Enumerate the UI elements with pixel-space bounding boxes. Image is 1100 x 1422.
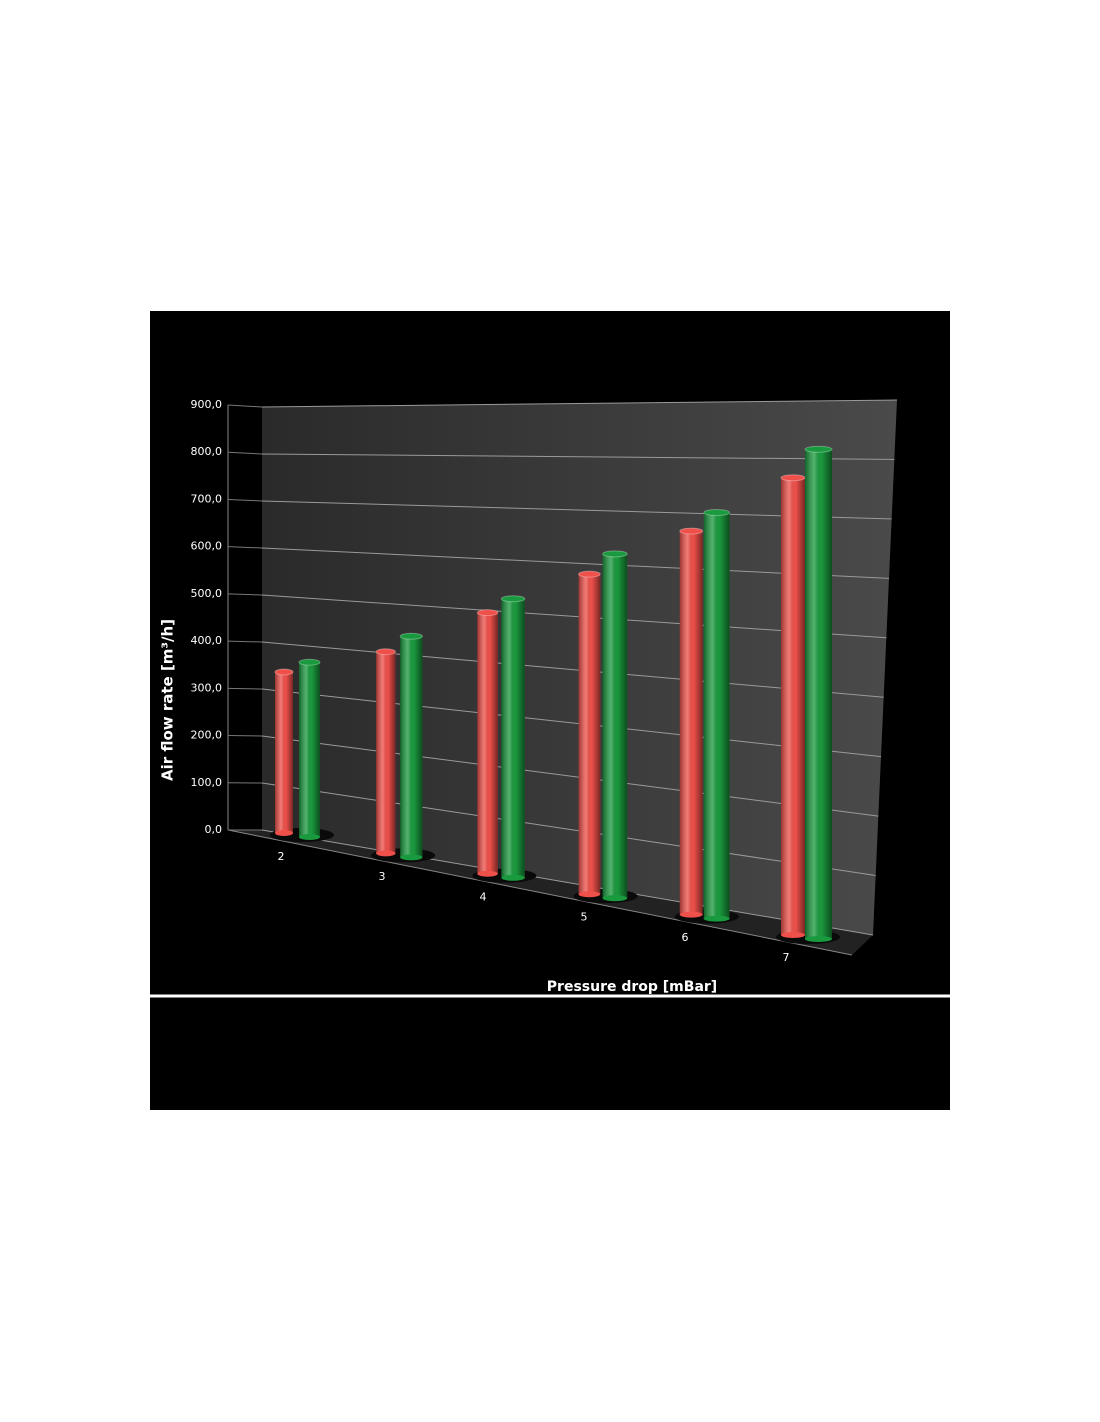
bar-cap	[274, 668, 294, 676]
bar-cap	[780, 474, 806, 482]
bar-shade	[477, 612, 498, 874]
bar-shade	[501, 598, 525, 878]
grid-line	[261, 688, 882, 758]
bar-shade	[805, 449, 832, 939]
bar-shade	[275, 672, 293, 833]
bar-bottom	[602, 895, 628, 902]
y-tick	[227, 498, 263, 502]
x-tick-label: 4	[480, 890, 487, 903]
bar-cap	[375, 648, 396, 656]
bar-cap	[578, 570, 601, 578]
bar-bottom	[578, 891, 601, 898]
bar-cap	[602, 550, 628, 558]
y-tick-label: 300,0	[191, 681, 223, 694]
y-tick	[227, 546, 263, 549]
bar-bottom	[275, 830, 293, 836]
bar-shade	[578, 574, 601, 895]
grid-line	[261, 735, 879, 817]
bar-shade	[781, 477, 805, 935]
bar-bottom	[400, 854, 423, 861]
y-tick	[227, 687, 263, 690]
bar-bottom	[703, 915, 730, 922]
x-tick-label: 7	[783, 951, 790, 964]
bar-bottom	[477, 870, 498, 877]
x-axis-title: Pressure drop [mBar]	[547, 979, 717, 995]
y-tick	[227, 640, 263, 643]
y-tick-label: 600,0	[191, 540, 223, 553]
y-axis-title: Air flow rate [m³/h]	[159, 619, 177, 781]
bar-shade	[400, 636, 423, 858]
y-tick-label: 700,0	[191, 492, 223, 505]
bar-cap	[298, 658, 321, 666]
x-tick-label: 6	[682, 931, 689, 944]
bar-shade	[703, 512, 730, 919]
bar-cap	[703, 509, 731, 517]
y-tick-label: 500,0	[191, 587, 223, 600]
y-tick	[227, 451, 263, 455]
bar-bottom	[376, 850, 396, 857]
bar-bottom	[299, 834, 320, 840]
bar-bottom	[805, 936, 832, 942]
grid-line	[261, 782, 876, 877]
grid-line	[261, 641, 884, 698]
bar-bottom	[679, 911, 703, 918]
y-tick-label: 100,0	[191, 776, 223, 789]
y-tick-label: 400,0	[191, 634, 223, 647]
x-tick-label: 3	[379, 870, 386, 883]
y-tick	[227, 404, 263, 408]
y-tick-label: 200,0	[191, 729, 223, 742]
bar-shade	[376, 651, 396, 854]
bar-cap	[679, 527, 704, 535]
bar-cap	[500, 595, 526, 603]
x-axis	[227, 829, 853, 956]
y-tick-label: 0,0	[205, 823, 223, 836]
x-tick-label: 2	[278, 850, 285, 863]
bar-bottom	[501, 874, 525, 881]
x-tick-label: 5	[581, 911, 588, 924]
y-tick	[227, 593, 263, 596]
grid-line	[261, 829, 874, 936]
y-tick-label: 800,0	[191, 445, 223, 458]
bar-cap	[399, 632, 423, 640]
bar-bottom	[781, 932, 805, 938]
y-tick-label: 900,0	[191, 398, 223, 411]
bar-shade	[679, 531, 703, 915]
bar-cap	[476, 609, 499, 617]
bar-shade	[299, 662, 320, 837]
grid-line	[261, 453, 895, 460]
bar-cap	[804, 445, 833, 453]
grid-line	[261, 399, 898, 408]
bar-shade	[602, 553, 628, 899]
